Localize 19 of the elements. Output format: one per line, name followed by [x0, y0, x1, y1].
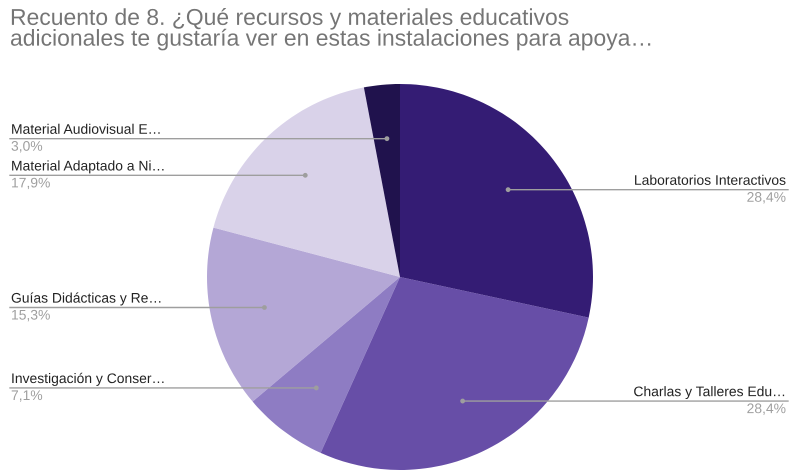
- pie-slice: [252, 277, 400, 453]
- data-label: 3,0%: [12, 141, 42, 152]
- pie-slice: [400, 84, 593, 318]
- slice-label: Material Audiovisual E…: [12, 124, 160, 134]
- data-label: 17,9%: [12, 178, 50, 190]
- slice-label: Material Adaptado a Ni…: [12, 160, 164, 174]
- slice-label: Laboratorios Interactivos: [635, 174, 786, 185]
- slice-label: Guías Didácticas y Re…: [12, 292, 160, 306]
- chart-title: Recuento de 8. ¿Qué recursos y materiales educativos adicionales te gustaría ver en estas instalaciones para apoya…: [10, 8, 650, 50]
- pie-slice: [207, 228, 400, 402]
- data-label: 28,4%: [747, 192, 786, 204]
- slice-label: Investigación y Conser…: [12, 372, 164, 386]
- slice-label: Charlas y Talleres Edu…: [634, 386, 784, 400]
- pie-slice: [364, 84, 400, 277]
- pie-slice: [320, 277, 589, 470]
- data-label: 15,3%: [12, 310, 50, 322]
- pie-slice: [213, 87, 400, 277]
- data-label: 7,1%: [12, 390, 42, 402]
- data-label: 28,4%: [747, 403, 786, 415]
